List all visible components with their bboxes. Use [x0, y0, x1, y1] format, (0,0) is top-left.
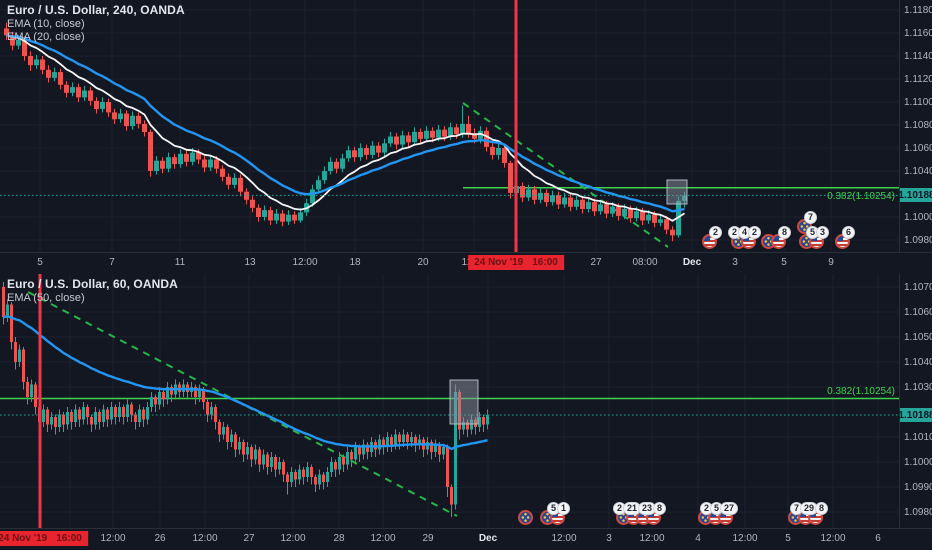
time-tick-label: 12:00: [100, 533, 126, 544]
time-tick-label: 12:00: [551, 533, 577, 544]
time-tick-label: 6: [875, 533, 881, 544]
economic-event-marker[interactable]: [518, 510, 533, 525]
price-tick-label: 1.10400: [904, 357, 932, 368]
time-tick-label: 5: [785, 533, 791, 544]
event-count-badge: 6: [841, 226, 855, 239]
event-count-badge: 5: [805, 226, 819, 239]
event-count-badge: 8: [652, 502, 666, 515]
price-axis-60[interactable]: 1.10700 1.10600 1.10500 1.10400 1.10300 1.101…: [898, 274, 932, 528]
time-tick-label: 5: [781, 257, 787, 268]
time-tick-label: 9: [828, 257, 834, 268]
time-tick-label: 12:00: [732, 533, 758, 544]
event-date-label[interactable]: 24 Nov '19 16:00: [468, 255, 564, 270]
price-tick-label: 1.10000: [904, 457, 932, 468]
event-date-label[interactable]: 24 Nov '19 16:00: [0, 531, 88, 546]
candlestick-plot-60[interactable]: [0, 274, 899, 528]
price-tick-label: 1.10600: [904, 143, 932, 154]
price-tick-label: 1.11200: [904, 74, 932, 85]
price-tick-label: 1.11400: [904, 51, 932, 62]
time-tick-label: 12:00: [820, 533, 846, 544]
price-tick-label: 1.11000: [904, 97, 932, 108]
time-tick-label: 12:00: [280, 533, 306, 544]
candlestick-plot-240[interactable]: [0, 0, 899, 252]
price-tick-label: 1.10300: [904, 382, 932, 393]
price-tick-label: 1.09800: [904, 507, 932, 518]
time-tick-label: 27: [590, 257, 602, 268]
time-tick-label: 26: [154, 533, 166, 544]
event-time: 16:00: [532, 257, 558, 268]
event-count-badge: 2: [708, 226, 722, 239]
event-count-badge: 3: [815, 226, 829, 239]
pane-eurusd-60: Euro / U.S. Dollar, 60, OANDA EMA (50, c…: [0, 274, 899, 528]
time-tick-label: 18: [349, 257, 361, 268]
time-axis-60[interactable]: 5 12:00 26 12:00 27 12:00 28 12:00 29 Dec 12:00 3 12…: [0, 528, 932, 550]
time-tick-label: 7: [109, 257, 115, 268]
event-date: 24 Nov '19: [474, 257, 524, 268]
time-tick-label: 28: [333, 533, 345, 544]
last-price-tag: 1.10188: [898, 408, 932, 422]
price-tick-label: 1.10000: [904, 212, 932, 223]
event-count-badge: 7: [803, 211, 817, 224]
price-tick-label: 1.10100: [904, 432, 932, 443]
time-tick-label: 12:00: [292, 257, 318, 268]
news-markers-layer: 5 1 2 21 23 8 2 5 27 7 29 8: [0, 274, 899, 528]
time-tick-label: 3: [732, 257, 738, 268]
time-tick-label: 11: [174, 257, 186, 268]
pane-eurusd-240: Euro / U.S. Dollar, 240, OANDA EMA (10, …: [0, 0, 899, 252]
price-tick-label: 1.10700: [904, 282, 932, 293]
price-tick-label: 1.10500: [904, 332, 932, 343]
economic-event-marker[interactable]: 6: [835, 226, 855, 249]
price-tick-label: 1.11800: [904, 5, 932, 16]
time-tick-label: 5: [37, 257, 43, 268]
time-tick-label: 12:00: [192, 533, 218, 544]
economic-event-marker[interactable]: 2 21 23 8: [612, 502, 666, 525]
event-count-badge: 8: [814, 502, 828, 515]
time-tick-label: 4: [695, 533, 701, 544]
price-tick-label: 1.11600: [904, 28, 932, 39]
time-tick-label: 27: [243, 533, 255, 544]
time-tick-label: 20: [417, 257, 429, 268]
time-tick-label: Dec: [682, 257, 702, 268]
eu-flag-icon: [518, 510, 533, 525]
price-tick-label: 1.10800: [904, 120, 932, 131]
event-count-badge: 2: [747, 226, 761, 239]
price-tick-label: 1.09800: [904, 235, 932, 246]
price-tick-label: 1.10600: [904, 307, 932, 318]
time-tick-label: 08:00: [632, 257, 658, 268]
event-count-badge: 8: [777, 226, 791, 239]
economic-event-marker[interactable]: 2: [702, 226, 722, 249]
time-tick-label: 12:00: [639, 533, 665, 544]
time-tick-label: Dec: [478, 533, 498, 544]
time-tick-label: 3: [606, 533, 612, 544]
economic-event-marker[interactable]: 2 5 27: [698, 502, 738, 525]
time-tick-label: 29: [422, 533, 434, 544]
last-price-tag: 1.10188: [898, 188, 932, 203]
economic-event-marker[interactable]: 8: [761, 226, 791, 249]
price-tick-label: 1.09900: [904, 482, 932, 493]
event-count-badge: 27: [719, 502, 738, 515]
event-count-badge: 1: [556, 502, 570, 515]
time-tick-label: 13: [244, 257, 256, 268]
event-date: 24 Nov '19: [0, 533, 48, 544]
event-time: 16:00: [56, 533, 82, 544]
price-axis-240[interactable]: 1.11800 1.11600 1.11400 1.11200 1.11000 1.108…: [898, 0, 932, 252]
time-tick-label: 12:00: [370, 533, 396, 544]
economic-event-marker[interactable]: 7 29 8: [788, 502, 828, 525]
price-tick-label: 1.10400: [904, 166, 932, 177]
